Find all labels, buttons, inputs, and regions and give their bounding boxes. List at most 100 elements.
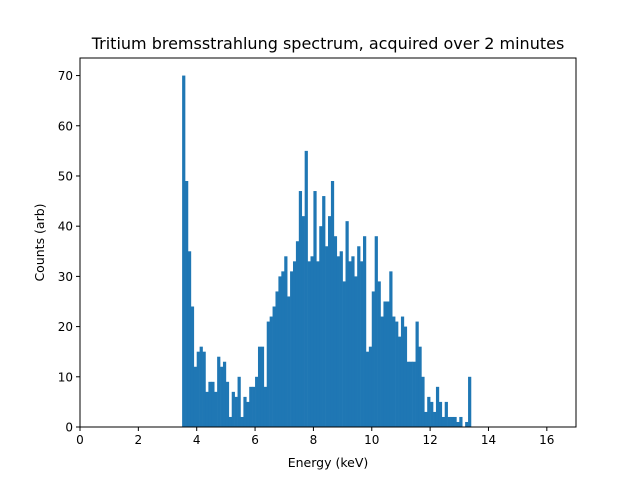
x-axis-label: Energy (keV) bbox=[288, 455, 369, 470]
y-tick-label: 50 bbox=[58, 169, 73, 183]
x-tick-label: 2 bbox=[135, 433, 143, 447]
histogram-bar bbox=[187, 251, 192, 427]
histogram-bar bbox=[330, 181, 335, 427]
histogram-bar bbox=[403, 326, 408, 427]
x-tick-label: 8 bbox=[310, 433, 318, 447]
histogram-bar bbox=[295, 241, 300, 427]
histogram-bar bbox=[199, 346, 203, 427]
histogram-bar bbox=[371, 291, 375, 427]
histogram-bar bbox=[386, 301, 390, 427]
histogram-bar bbox=[365, 351, 370, 427]
histogram-bar bbox=[196, 351, 200, 427]
histogram-bar bbox=[412, 361, 416, 427]
histogram-bar bbox=[398, 336, 402, 427]
plot-frame bbox=[79, 57, 577, 428]
x-tick-label: 14 bbox=[481, 433, 496, 447]
histogram-bar bbox=[290, 271, 294, 427]
histogram-bar bbox=[368, 346, 373, 427]
histogram-bar bbox=[322, 196, 326, 427]
x-tick-label: 0 bbox=[76, 433, 84, 447]
histogram-bar bbox=[395, 321, 399, 427]
histogram-bar bbox=[316, 261, 320, 427]
histogram-bar bbox=[400, 316, 405, 427]
histogram-bar bbox=[182, 75, 186, 427]
histogram-bar bbox=[272, 306, 276, 427]
histogram-bar bbox=[190, 306, 195, 427]
histogram-bar bbox=[438, 401, 443, 427]
histogram-bar bbox=[249, 386, 253, 427]
histogram-bar bbox=[246, 401, 250, 427]
histogram-bar bbox=[257, 346, 262, 427]
histogram-bar bbox=[406, 361, 410, 427]
histogram-bar bbox=[319, 226, 323, 427]
x-tick-label: 4 bbox=[193, 433, 201, 447]
histogram-bar bbox=[292, 261, 297, 427]
histogram-bar bbox=[430, 401, 434, 427]
y-tick-label: 60 bbox=[58, 119, 73, 133]
histogram-bar bbox=[433, 411, 437, 427]
histogram-bar bbox=[427, 396, 431, 427]
histogram-bar bbox=[409, 361, 413, 427]
histogram-bar bbox=[278, 276, 282, 427]
histogram-bar bbox=[298, 191, 303, 427]
histogram-bar bbox=[336, 256, 340, 427]
histogram-bar bbox=[225, 381, 230, 427]
histogram-bar bbox=[418, 346, 422, 427]
x-tick-label: 10 bbox=[364, 433, 379, 447]
histogram-bar bbox=[260, 346, 265, 427]
x-tick-label: 12 bbox=[422, 433, 437, 447]
x-tick-label: 6 bbox=[251, 433, 259, 447]
histogram-bar bbox=[450, 416, 454, 427]
histogram-bar bbox=[269, 316, 273, 427]
histogram-bar bbox=[444, 401, 448, 427]
histogram-bar bbox=[415, 321, 419, 427]
histogram-bar bbox=[222, 361, 227, 427]
chart-title: Tritium bremsstrahlung spectrum, acquire… bbox=[91, 34, 565, 53]
histogram-bar bbox=[459, 416, 463, 427]
histogram-bar bbox=[255, 376, 259, 427]
histogram-bar bbox=[435, 386, 440, 427]
histogram-bar bbox=[243, 396, 247, 427]
histogram-bar bbox=[208, 381, 212, 427]
histogram-bar bbox=[468, 376, 472, 427]
histogram-bar bbox=[287, 296, 291, 427]
histogram-bar bbox=[380, 316, 384, 427]
histogram-bar bbox=[281, 271, 285, 427]
histogram-bar bbox=[383, 301, 387, 427]
histogram-bar bbox=[205, 391, 209, 427]
y-tick-label: 70 bbox=[58, 69, 73, 83]
histogram-bar bbox=[360, 261, 364, 427]
histogram-bar bbox=[389, 271, 393, 427]
histogram-bar bbox=[351, 256, 355, 427]
histogram-bar bbox=[328, 216, 332, 427]
histogram-bar bbox=[193, 366, 198, 427]
y-tick-label: 30 bbox=[58, 270, 73, 284]
histogram-bar bbox=[441, 416, 446, 427]
y-tick-label: 10 bbox=[58, 370, 73, 384]
histogram-bar bbox=[310, 256, 314, 427]
histogram-bar bbox=[266, 321, 270, 427]
bars-group bbox=[182, 75, 472, 427]
histogram-bar bbox=[325, 246, 329, 427]
histogram-bar bbox=[237, 376, 241, 427]
histogram-bar bbox=[275, 291, 279, 427]
histogram-bar bbox=[456, 421, 460, 427]
histogram-bar bbox=[185, 181, 189, 427]
y-tick-label: 20 bbox=[58, 320, 73, 334]
histogram-bar bbox=[301, 216, 305, 427]
histogram-bar bbox=[214, 391, 218, 427]
histogram-bar bbox=[202, 351, 206, 427]
histogram-bar bbox=[217, 356, 221, 427]
histogram-bar bbox=[228, 416, 233, 427]
histogram-bar bbox=[313, 191, 317, 427]
histogram-bar bbox=[252, 386, 256, 427]
histogram-bar bbox=[240, 416, 244, 427]
y-tick-label: 0 bbox=[65, 421, 73, 435]
histogram-bar bbox=[220, 366, 224, 427]
histogram-bar bbox=[304, 150, 308, 427]
y-axis-label: Counts (arb) bbox=[32, 203, 47, 281]
x-axis-ticks: 0 2 4 6 8 10 12 14 16 bbox=[76, 427, 554, 447]
histogram-bar bbox=[348, 261, 352, 427]
histogram-bar bbox=[421, 376, 425, 427]
histogram-bar bbox=[342, 281, 346, 427]
